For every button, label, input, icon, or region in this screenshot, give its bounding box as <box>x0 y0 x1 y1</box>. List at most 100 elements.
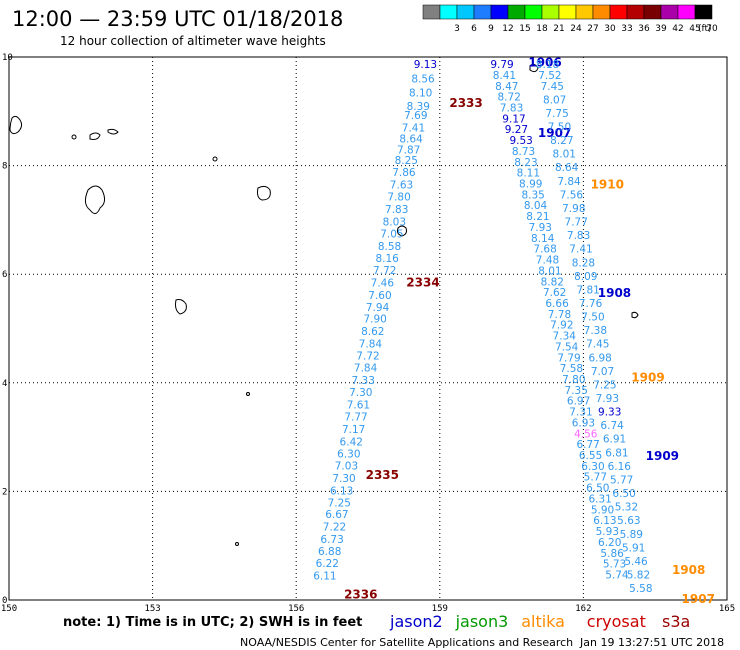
legend-swatch <box>660 4 679 20</box>
island <box>9 115 23 135</box>
wave-height-point: 5.82 <box>627 569 650 581</box>
pass-time-label: 1908 <box>598 286 631 300</box>
legend-label: 42 <box>672 24 683 34</box>
legend-swatch <box>592 4 611 20</box>
x-tick-label: 156 <box>288 604 304 614</box>
legend-swatch <box>490 4 509 20</box>
legend-swatch <box>694 4 713 20</box>
legend-swatch <box>643 4 662 20</box>
wave-height-point: 6.50 <box>586 483 609 495</box>
x-tick-label: 159 <box>432 604 448 614</box>
wave-height-point: 7.33 <box>352 375 375 387</box>
wave-height-point: 7.78 <box>548 309 571 321</box>
wave-height-point: 6.91 <box>603 434 626 446</box>
island <box>235 542 239 546</box>
wave-height-point: 7.83 <box>567 230 590 242</box>
wave-height-point: 7.62 <box>543 287 566 299</box>
wave-height-point: 7.60 <box>368 290 391 302</box>
wave-height-point: 7.80 <box>562 374 585 386</box>
axis-tick-labels: 150 153 156 159 162 165 0 2 4 6 8 10 <box>1 53 735 614</box>
pass-time-label: 2336 <box>344 588 377 602</box>
wave-height-point: 6.81 <box>605 447 628 459</box>
wave-height-point: 7.84 <box>359 339 383 351</box>
wave-height-point: 6.20 <box>598 537 621 549</box>
pass-time-label: 1909 <box>646 449 679 463</box>
wave-height-point: 7.83 <box>385 204 408 216</box>
wave-height-point: 6.74 <box>600 420 624 432</box>
wave-height-point: 9.53 <box>509 135 532 147</box>
island <box>397 225 407 237</box>
legend-unit: (ft) <box>698 24 712 34</box>
legend-label: 39 <box>655 24 667 34</box>
wave-height-point: 5.58 <box>629 583 652 595</box>
wave-height-point: 6.98 <box>588 352 611 364</box>
y-tick-label: 2 <box>2 487 7 497</box>
legend-swatch <box>524 4 543 20</box>
y-tick-label: 6 <box>2 270 7 280</box>
wave-height-point: 7.80 <box>387 192 410 204</box>
wave-height-point: 5.77 <box>584 472 607 484</box>
wave-height-point: 7.92 <box>550 320 573 332</box>
legend-swatch <box>473 4 492 20</box>
wave-height-point: 6.93 <box>572 417 595 429</box>
legend-label: 33 <box>621 24 632 34</box>
wave-height-point: 8.10 <box>409 87 432 99</box>
satellite-name: s3a <box>662 612 690 631</box>
pass-time-label: 1909 <box>631 370 664 384</box>
wave-height-point: 8.25 <box>395 155 418 167</box>
legend-swatch <box>439 4 458 20</box>
legend-swatch <box>575 4 594 20</box>
wave-height-point: 6.30 <box>581 461 604 473</box>
wave-height-point: 9.27 <box>505 124 528 136</box>
wave-height-point: 7.58 <box>560 363 583 375</box>
legend-swatch <box>456 4 475 20</box>
track-1909-1910: 8.187.527.458.077.757.508.278.018.647.84… <box>536 59 715 606</box>
map-subtitle: 12 hour collection of altimeter wave hei… <box>60 34 326 48</box>
wave-height-point: 7.31 <box>569 407 592 419</box>
wave-height-point: 8.27 <box>550 135 573 147</box>
wave-height-point: 7.30 <box>332 473 355 485</box>
wave-height-point: 8.01 <box>553 149 576 161</box>
legend-swatch <box>558 4 577 20</box>
wave-height-point: 9.33 <box>598 407 621 419</box>
wave-height-point: 7.45 <box>541 81 564 93</box>
legend-swatch <box>609 4 628 20</box>
wave-height-point: 8.18 <box>536 59 559 71</box>
wave-height-point: 7.84 <box>557 176 581 188</box>
wave-height-point: 8.62 <box>361 326 384 338</box>
wave-height-point: 7.46 <box>371 277 395 289</box>
legend-label: 15 <box>519 24 530 34</box>
legend-swatch <box>507 4 526 20</box>
wave-height-point: 8.64 <box>399 133 423 145</box>
wave-height-point: 8.47 <box>495 81 518 93</box>
footer-timestamp: Jan 19 13:27:51 UTC 2018 <box>579 636 724 649</box>
island-outlines <box>9 63 639 546</box>
wave-height-point: 8.58 <box>378 241 401 253</box>
wave-height-point: 7.68 <box>533 244 556 256</box>
wave-height-point: 5.77 <box>610 474 633 486</box>
wave-height-point: 9.79 <box>490 59 513 71</box>
wave-height-point: 7.05 <box>380 228 403 240</box>
wave-height-point: 5.32 <box>615 502 638 514</box>
wave-height-point: 7.93 <box>596 393 619 405</box>
y-tick-label: 8 <box>2 162 7 172</box>
wave-height-point: 7.07 <box>591 366 614 378</box>
wave-height-point: 7.77 <box>344 411 367 423</box>
wave-height-point: 6.13 <box>330 485 353 497</box>
wave-height-point: 7.54 <box>555 341 579 353</box>
map-title: 12:00 — 23:59 UTC 01/18/2018 <box>12 7 343 31</box>
wave-height-point: 7.25 <box>593 379 616 391</box>
y-tick-label: 10 <box>2 53 13 63</box>
wave-height-point: 7.72 <box>373 265 396 277</box>
wave-height-point: 6.16 <box>608 461 632 473</box>
island <box>529 63 539 73</box>
satellite-legend: jason2 jason3 altika cryosat s3a <box>389 612 690 631</box>
x-tick-label: 150 <box>1 604 17 614</box>
legend-swatch <box>677 4 696 20</box>
wave-height-point: 8.41 <box>493 70 516 82</box>
pass-time-label: 1910 <box>591 178 624 192</box>
wave-height-point: 8.73 <box>512 146 535 158</box>
legend-label: 18 <box>536 24 548 34</box>
wave-height-point: 7.63 <box>390 180 413 192</box>
